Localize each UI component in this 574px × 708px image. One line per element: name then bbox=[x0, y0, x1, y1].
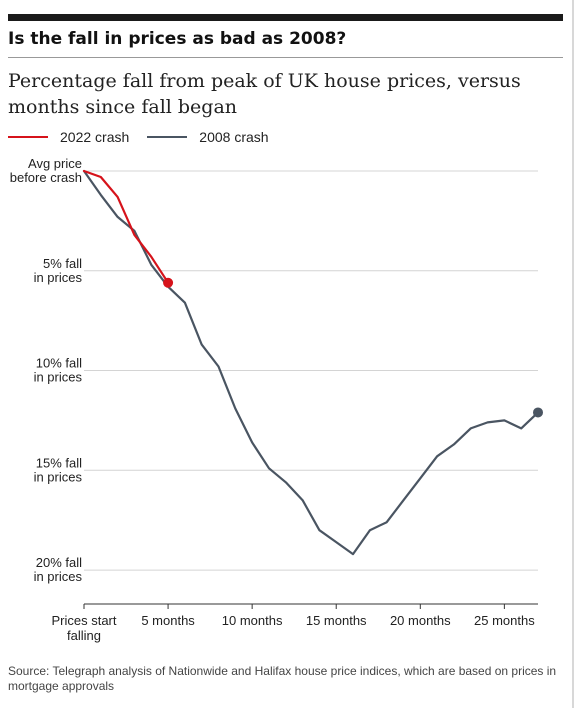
legend-swatch-2008 bbox=[147, 136, 188, 138]
x-tick-label: 15 months bbox=[306, 613, 367, 628]
y-tick-label: in prices bbox=[34, 569, 83, 584]
legend-item-2008: 2008 crash bbox=[147, 129, 269, 145]
y-tick-label: 10% fall bbox=[36, 356, 82, 371]
y-tick-label: 5% fall bbox=[43, 256, 82, 271]
chart-legend: 2022 crash 2008 crash bbox=[8, 127, 287, 147]
chart-subtitle: Percentage fall from peak of UK house pr… bbox=[8, 70, 521, 118]
x-tick-label: Prices start bbox=[51, 613, 116, 628]
x-tick-label: 25 months bbox=[474, 613, 535, 628]
legend-label-2022: 2022 crash bbox=[60, 129, 130, 145]
right-edge-rule bbox=[572, 0, 574, 708]
y-tick-label: Avg price bbox=[28, 156, 82, 171]
series-line-2022-crash bbox=[82, 169, 170, 284]
y-tick-label: before crash bbox=[10, 170, 82, 185]
x-tick-label: falling bbox=[67, 628, 101, 643]
legend-swatch-2022 bbox=[8, 136, 48, 138]
x-tick-label: 5 months bbox=[141, 613, 195, 628]
legend-label-2008: 2008 crash bbox=[199, 129, 269, 145]
series-line-2008-crash bbox=[82, 169, 540, 556]
y-tick-label: in prices bbox=[34, 270, 83, 285]
legend-item-2022: 2022 crash bbox=[8, 129, 129, 145]
series-end-marker-2022-crash bbox=[163, 277, 174, 288]
y-tick-label: in prices bbox=[34, 469, 83, 484]
source-note: Source: Telegraph analysis of Nationwide… bbox=[8, 664, 557, 693]
chart-headline: Is the fall in prices as bad as 2008? bbox=[8, 29, 347, 49]
y-tick-label: 20% fall bbox=[36, 555, 82, 570]
top-rule bbox=[8, 14, 563, 21]
x-tick-label: 10 months bbox=[222, 613, 283, 628]
x-tick-label: 20 months bbox=[390, 613, 451, 628]
series-end-marker-2008-crash bbox=[533, 407, 543, 418]
headline-divider bbox=[8, 57, 563, 58]
y-tick-label: in prices bbox=[34, 370, 83, 385]
y-tick-label: 15% fall bbox=[36, 455, 82, 470]
